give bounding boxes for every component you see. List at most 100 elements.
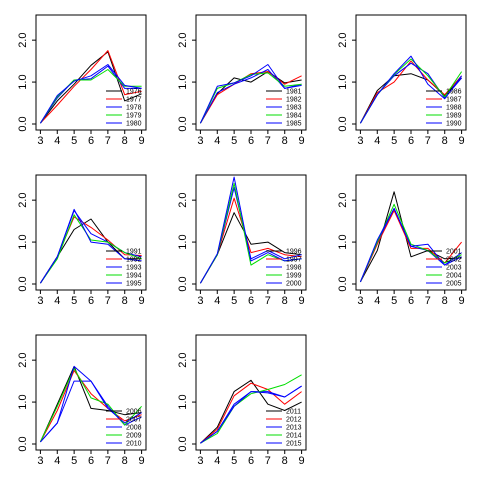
- y-tick-label: 1.0: [177, 74, 189, 89]
- y-tick-label: 0.0: [17, 116, 29, 131]
- y-tick-label: 0.0: [177, 436, 189, 451]
- x-tick-label: 9: [139, 135, 145, 147]
- legend-label: 1981: [286, 89, 302, 96]
- x-tick-label: 5: [231, 135, 237, 147]
- legend-label: 1989: [446, 113, 462, 120]
- y-tick-label: 2.0: [17, 33, 29, 48]
- legend-label: 2009: [126, 433, 142, 440]
- series-line-1978: [39, 65, 142, 124]
- legend-label: 1976: [126, 89, 142, 96]
- series-line-2010: [40, 365, 142, 443]
- legend-label: 1987: [446, 97, 462, 104]
- series-line-2014: [200, 374, 302, 444]
- x-tick-label: 4: [54, 135, 60, 147]
- series-line-1995: [39, 208, 142, 284]
- legend-label: 1979: [126, 113, 142, 120]
- legend-label: 2011: [286, 409, 301, 416]
- x-tick-label: 3: [357, 135, 363, 147]
- y-tick-label: 0.0: [337, 116, 349, 131]
- legend-label: 1978: [126, 105, 142, 112]
- y-tick-label: 1.0: [17, 234, 29, 249]
- series-line-1986: [359, 73, 462, 124]
- x-tick-label: 8: [122, 135, 128, 147]
- series-line-2009: [39, 368, 142, 443]
- series-line-2000: [199, 176, 302, 284]
- legend-label: 2008: [126, 425, 142, 432]
- legend-label: 1990: [446, 121, 462, 128]
- x-tick-label: 5: [231, 295, 237, 307]
- y-tick-label: 0.0: [177, 116, 189, 131]
- x-tick-label: 9: [299, 135, 305, 147]
- y-tick-label: 0.0: [17, 276, 29, 291]
- y-tick-label: 2.0: [17, 193, 29, 208]
- x-tick-label: 7: [265, 455, 271, 467]
- series-line-1987: [359, 60, 462, 124]
- x-tick-label: 4: [214, 295, 220, 307]
- x-tick-label: 6: [408, 295, 414, 307]
- legend-label: 1980: [126, 121, 142, 128]
- legend-label: 2006: [126, 409, 142, 416]
- x-tick-label: 8: [282, 135, 288, 147]
- legend-label: 2003: [446, 265, 462, 272]
- legend-label: 2001: [446, 249, 462, 256]
- legend-label: 2014: [286, 433, 302, 440]
- x-tick-label: 3: [197, 455, 203, 467]
- x-tick-label: 4: [374, 295, 380, 307]
- series-line-2006: [39, 365, 142, 443]
- series-line-2011: [200, 379, 302, 444]
- x-tick-label: 4: [374, 135, 380, 147]
- x-tick-label: 8: [442, 135, 448, 147]
- legend-label: 1996: [286, 249, 302, 256]
- x-tick-label: 7: [425, 295, 431, 307]
- series-line-1977: [40, 50, 142, 124]
- x-tick-label: 3: [37, 455, 43, 467]
- series-line-1982: [199, 71, 302, 124]
- x-tick-label: 5: [71, 455, 77, 467]
- x-tick-label: 6: [248, 455, 254, 467]
- x-tick-label: 8: [122, 455, 128, 467]
- x-tick-label: 9: [459, 135, 465, 147]
- y-tick-label: 0.0: [17, 436, 29, 451]
- legend-label: 1993: [126, 265, 142, 272]
- legend-label: 2012: [286, 417, 302, 424]
- legend-label: 2015: [286, 441, 302, 448]
- x-tick-label: 5: [71, 295, 77, 307]
- y-tick-label: 2.0: [17, 353, 29, 368]
- y-tick-label: 1.0: [337, 74, 349, 89]
- y-tick-label: 2.0: [177, 33, 189, 48]
- x-tick-label: 4: [214, 135, 220, 147]
- x-tick-label: 7: [265, 135, 271, 147]
- legend-label: 2007: [126, 417, 142, 424]
- x-tick-label: 8: [442, 295, 448, 307]
- series-line-1984: [199, 72, 302, 124]
- legend-label: 2004: [446, 273, 462, 280]
- x-tick-label: 5: [71, 135, 77, 147]
- x-tick-label: 3: [357, 295, 363, 307]
- series-line-1985: [199, 64, 302, 124]
- x-tick-label: 9: [139, 295, 145, 307]
- legend-label: 1984: [286, 113, 302, 120]
- legend-label: 1995: [126, 281, 142, 288]
- y-tick-label: 2.0: [177, 353, 189, 368]
- legend-label: 1985: [286, 121, 302, 128]
- legend-label: 1997: [286, 257, 302, 264]
- series-line-2005: [359, 208, 462, 283]
- x-tick-label: 5: [391, 295, 397, 307]
- series-line-1990: [359, 55, 463, 124]
- series-line-1980: [39, 64, 142, 124]
- x-tick-label: 9: [459, 295, 465, 307]
- legend-label: 2002: [446, 257, 462, 264]
- x-tick-label: 6: [248, 295, 254, 307]
- y-tick-label: 2.0: [177, 193, 189, 208]
- series-line-2001: [359, 191, 462, 283]
- x-tick-label: 7: [105, 135, 111, 147]
- series-line-2007: [39, 370, 142, 443]
- legend-label: 2010: [126, 441, 142, 448]
- x-tick-label: 8: [282, 455, 288, 467]
- x-tick-label: 3: [197, 295, 203, 307]
